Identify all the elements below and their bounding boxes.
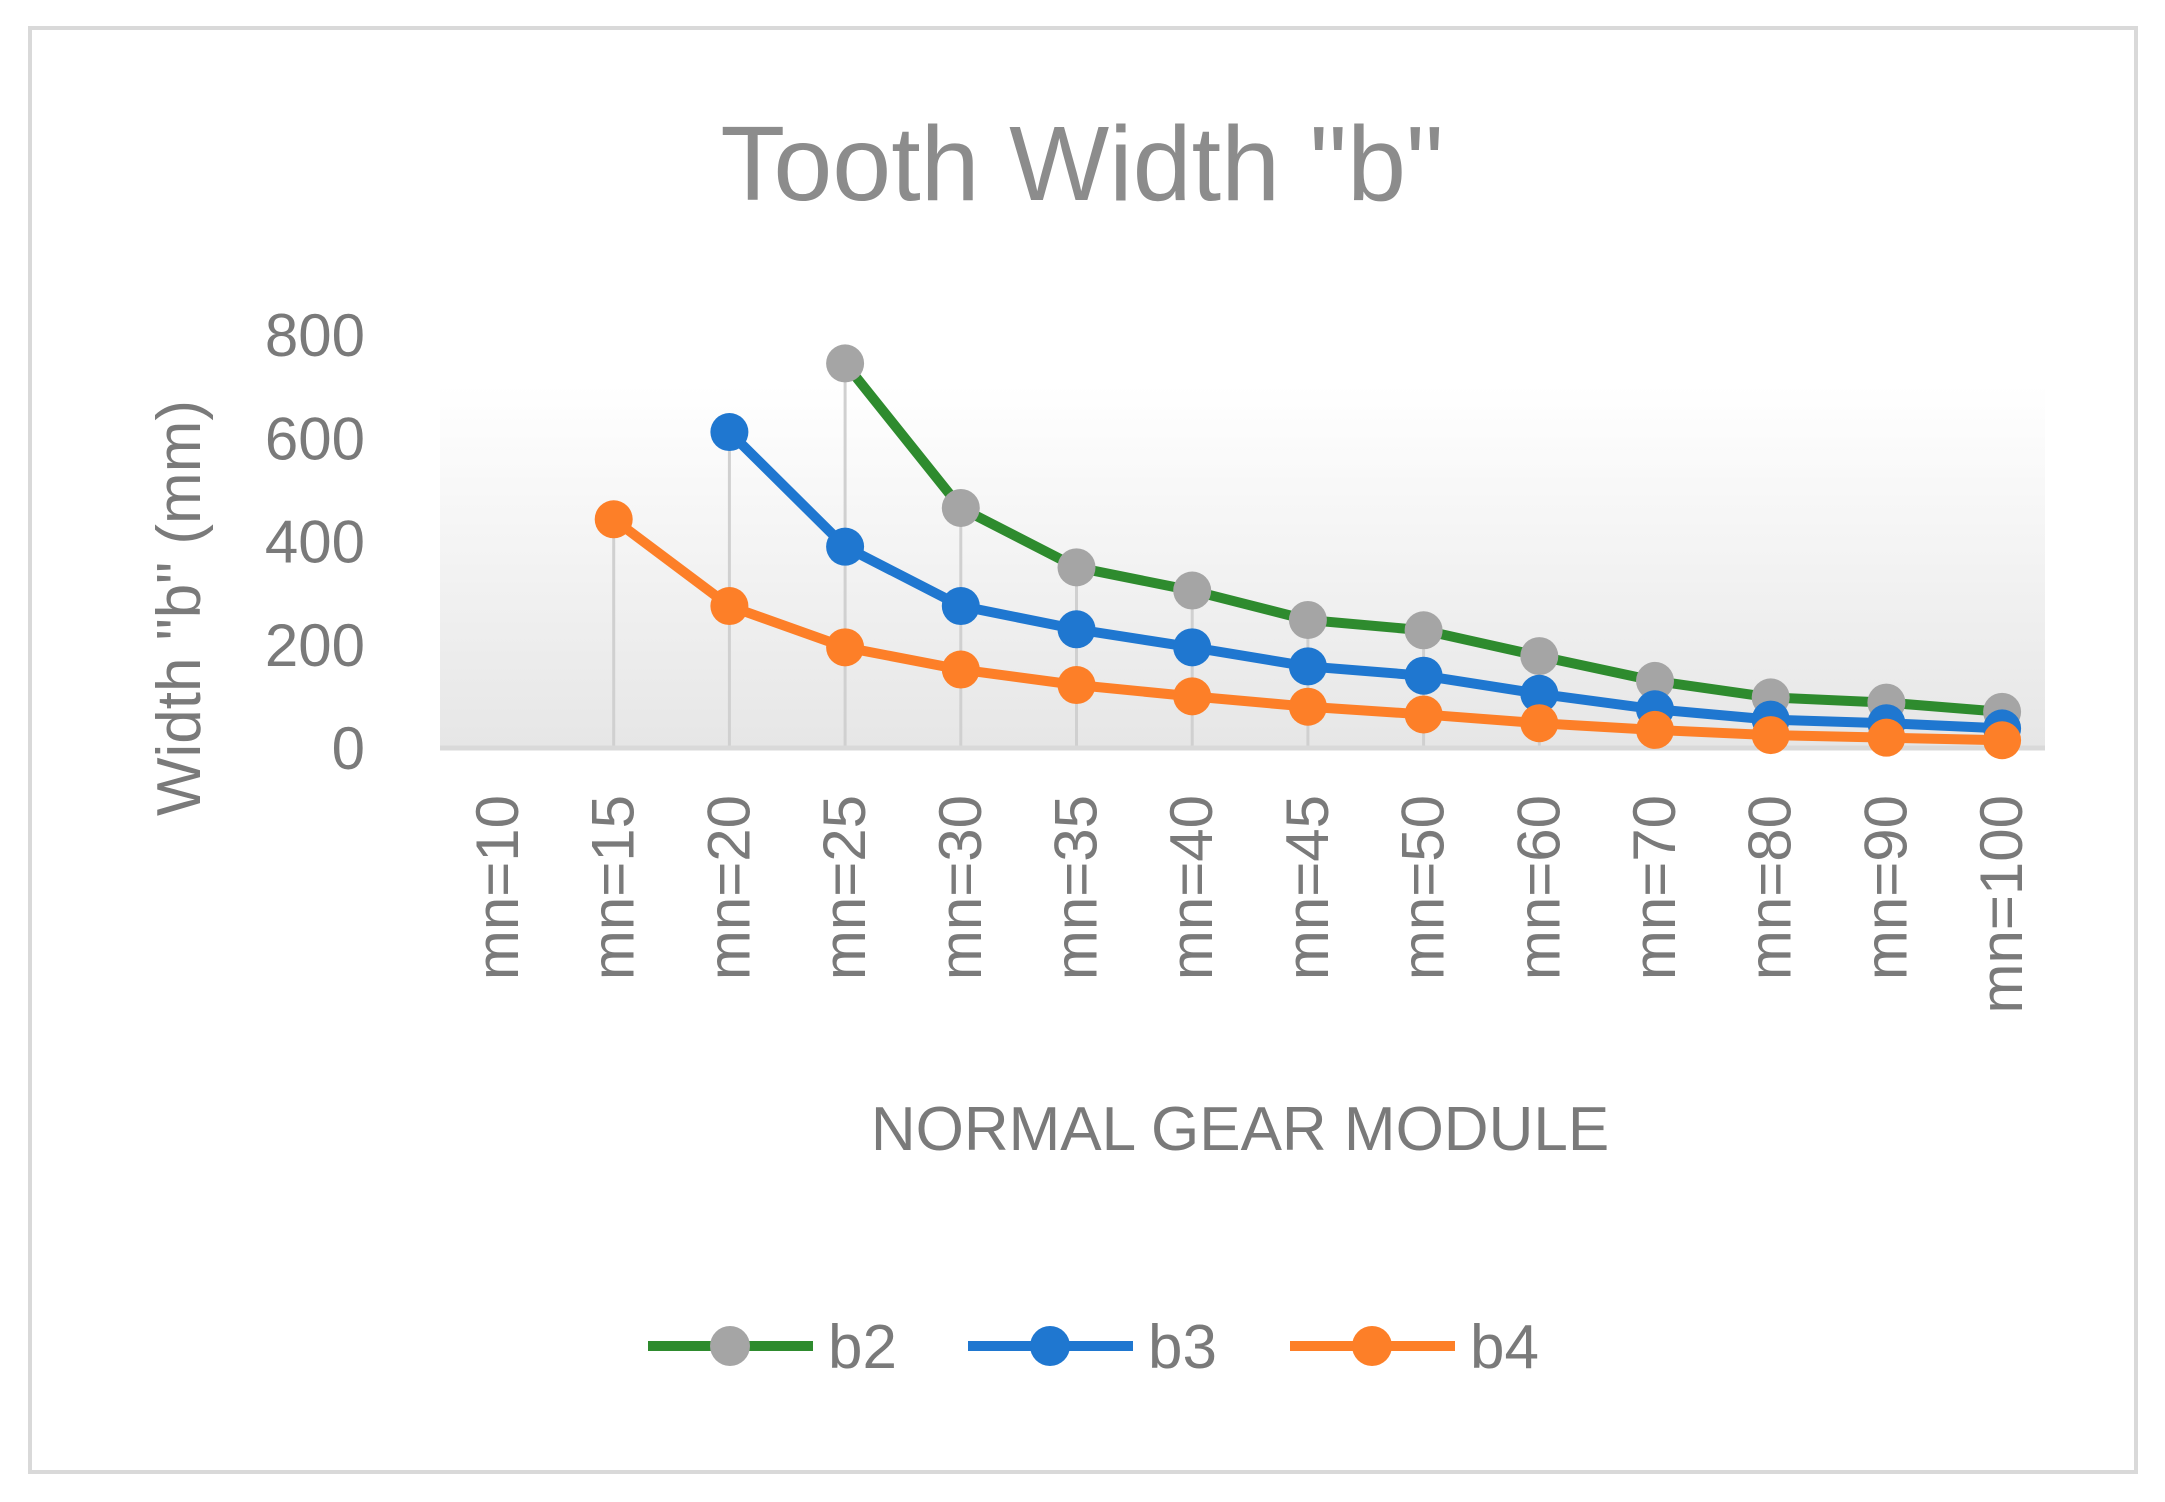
y-tick-label: 0	[332, 715, 365, 782]
legend: b2 b3 b4	[648, 1313, 1539, 1382]
legend-marker	[710, 1326, 750, 1366]
data-point-b3	[941, 587, 980, 626]
data-point-b4	[1057, 666, 1096, 705]
data-point-b4	[826, 628, 865, 667]
series-layer	[594, 344, 2022, 760]
data-point-b4	[1983, 721, 2022, 760]
data-point-b4	[1867, 718, 1906, 757]
x-tick-label: mn=50	[1390, 795, 1457, 980]
legend-marker	[1030, 1326, 1070, 1366]
x-tick-label: mn=60	[1505, 795, 1572, 980]
x-tick-label: mn=15	[580, 795, 647, 980]
data-point-b3	[1288, 647, 1327, 686]
data-point-b3	[710, 413, 749, 452]
x-tick-label: mn=20	[695, 795, 762, 980]
legend-label: b4	[1470, 1313, 1539, 1382]
data-point-b4	[1751, 716, 1790, 755]
data-point-b4	[1520, 704, 1559, 743]
data-point-b4	[1173, 677, 1212, 716]
x-tick-label: mn=35	[1043, 795, 1110, 980]
data-point-b3	[1057, 610, 1096, 649]
y-tick-label: 600	[265, 405, 365, 472]
data-point-b2	[1288, 600, 1327, 639]
data-point-b2	[941, 488, 980, 527]
y-tick-label: 400	[265, 509, 365, 576]
legend-item-b3: b3	[968, 1313, 1217, 1382]
data-point-b3	[1173, 628, 1212, 667]
y-axis-ticks: 0 200 400 600 800	[265, 302, 365, 782]
data-point-b2	[1057, 548, 1096, 587]
data-point-b3	[1404, 656, 1443, 695]
x-tick-label: mn=90	[1852, 795, 1919, 980]
legend-marker	[1352, 1326, 1392, 1366]
data-point-b4	[710, 587, 749, 626]
series-b4	[594, 500, 2022, 760]
data-point-b4	[594, 500, 633, 539]
data-point-b2	[1520, 637, 1559, 676]
x-axis-ticks: mn=10 mn=15 mn=20 mn=25 mn=30 mn=35 mn=40 mn=45…	[464, 795, 2035, 1014]
y-tick-label: 200	[265, 612, 365, 679]
data-point-b2	[1173, 571, 1212, 610]
data-point-b4	[1404, 695, 1443, 734]
y-axis-title: Width "b" (mm)	[145, 400, 214, 816]
data-point-b4	[1636, 710, 1674, 749]
x-tick-label: mn=25	[811, 795, 878, 980]
x-tick-label: mn=10	[464, 795, 531, 980]
x-axis-title: NORMAL GEAR MODULE	[871, 1095, 1609, 1164]
x-tick-label: mn=45	[1274, 795, 1341, 980]
data-point-b3	[826, 527, 865, 566]
data-point-b2	[1404, 611, 1443, 650]
chart-title: Tooth Width "b"	[720, 105, 1443, 223]
data-point-b2	[826, 344, 865, 383]
legend-item-b2: b2	[648, 1313, 897, 1382]
x-tick-label: mn=80	[1737, 795, 1804, 980]
x-tick-label: mn=70	[1621, 795, 1688, 980]
x-tick-label: mn=100	[1968, 795, 2035, 1014]
legend-label: b3	[1148, 1313, 1217, 1382]
data-point-b2	[1636, 661, 1674, 700]
x-tick-label: mn=30	[927, 795, 994, 980]
series-line-b3	[725, 428, 2003, 734]
data-point-b4	[941, 650, 980, 689]
y-tick-label: 800	[265, 302, 365, 369]
data-point-b3	[1520, 674, 1559, 713]
legend-item-b4: b4	[1290, 1313, 1539, 1382]
data-point-b4	[1288, 687, 1327, 726]
legend-label: b2	[828, 1313, 897, 1382]
x-tick-label: mn=40	[1158, 795, 1225, 980]
